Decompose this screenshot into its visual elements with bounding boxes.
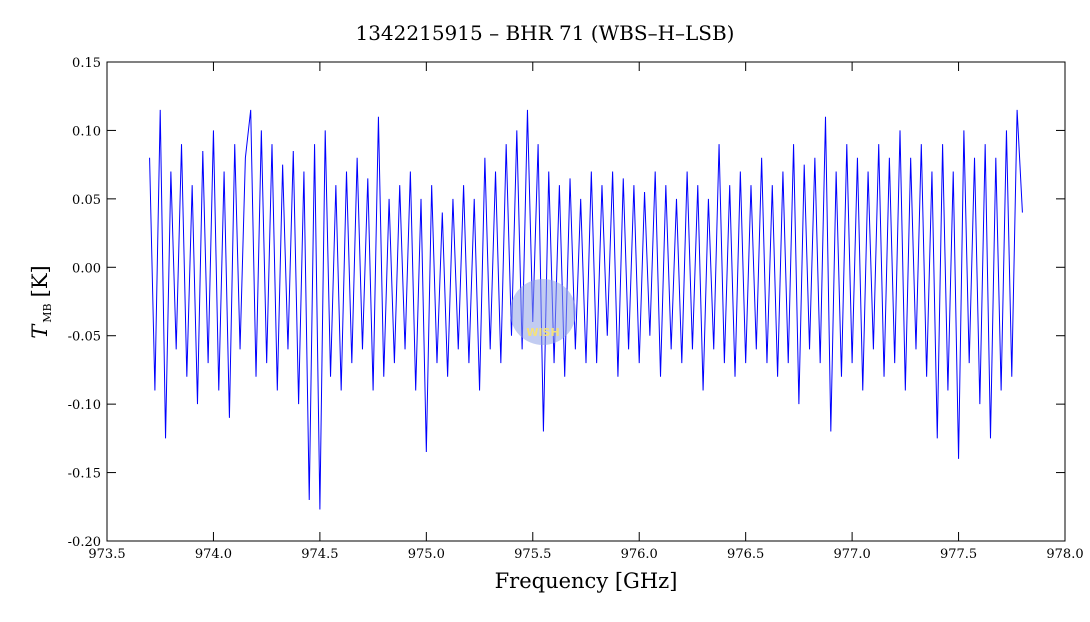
- x-tick-label: 976.0: [621, 547, 658, 562]
- y-tick-label: 0.15: [72, 56, 101, 71]
- y-axis-label: TMB [K]: [28, 265, 54, 338]
- x-tick-label: 975.0: [408, 547, 445, 562]
- x-tick-label: 973.5: [88, 547, 125, 562]
- y-axis-unit: [K]: [28, 265, 52, 297]
- y-tick-label: -0.20: [68, 535, 101, 550]
- y-tick-label: -0.05: [68, 330, 101, 345]
- spectrum-line: [149, 109, 1023, 510]
- y-tick-label: 0.00: [72, 261, 101, 276]
- plot-frame: [106, 61, 1066, 542]
- y-tick-label: 0.10: [72, 124, 101, 139]
- y-axis-symbol: T: [28, 323, 52, 339]
- y-tick-label: -0.10: [68, 398, 101, 413]
- plot-area: [149, 109, 1023, 510]
- x-tick-label: 974.0: [195, 547, 232, 562]
- chart-title: 1342215915 – BHR 71 (WBS–H–LSB): [355, 21, 734, 45]
- x-tick-label: 975.5: [514, 547, 551, 562]
- x-tick-label: 977.0: [834, 547, 871, 562]
- x-tick-label: 978.0: [1046, 547, 1083, 562]
- x-axis-label: Frequency [GHz]: [495, 569, 678, 593]
- x-tick-label: 974.5: [301, 547, 338, 562]
- y-axis-subscript: MB: [41, 303, 54, 322]
- y-tick-label: -0.15: [68, 467, 101, 482]
- x-tick-label: 977.5: [940, 547, 977, 562]
- watermark-text: WISH: [526, 326, 559, 339]
- x-tick-label: 976.5: [727, 547, 764, 562]
- watermark-logo: [510, 279, 576, 345]
- y-tick-label: 0.05: [72, 193, 101, 208]
